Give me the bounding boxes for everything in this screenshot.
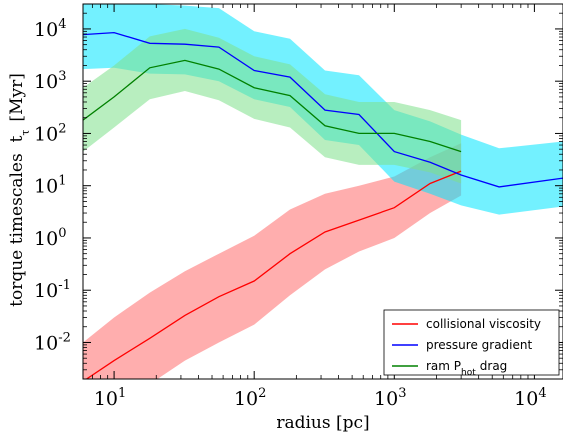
y-tick-label: 100	[34, 226, 66, 250]
y-tick-label: 10-2	[34, 330, 71, 354]
legend-label-name: ram P	[426, 359, 461, 373]
x-axis-ticks: 101 102 103 104	[82, 4, 547, 410]
y-tick-base: 10	[34, 71, 58, 93]
y-tick-label: 102	[34, 121, 66, 145]
line-collisional-viscosity	[85, 170, 462, 379]
x-tick-exponent: 3	[398, 386, 406, 401]
legend-label-name: pressure gradient	[426, 338, 532, 352]
x-tick-label: 104	[514, 386, 546, 410]
y-tick-base: 10	[34, 19, 58, 41]
y-axis-title-subscript: τ	[19, 130, 32, 136]
y-tick-base: 10	[34, 176, 58, 198]
y-tick-label: 101	[34, 174, 66, 198]
y-tick-label: 104	[34, 17, 66, 41]
y-tick-base: 10	[34, 280, 58, 302]
legend-label-suffix: drag	[480, 359, 508, 373]
x-tick-base: 10	[94, 388, 118, 410]
legend-label-name: collisional viscosity	[426, 317, 541, 331]
y-axis-title-unit: [Myr]	[7, 73, 27, 121]
x-tick-exponent: 2	[258, 386, 266, 401]
x-tick-base: 10	[234, 388, 258, 410]
y-tick-exponent: 3	[58, 69, 66, 84]
band-ram-p	[83, 28, 462, 184]
y-tick-exponent: -2	[58, 330, 71, 345]
x-tick-exponent: 4	[538, 386, 546, 401]
plot-frame	[82, 3, 563, 380]
y-tick-label: 10-1	[34, 278, 71, 302]
line-pressure-gradient	[83, 31, 563, 188]
x-tick-label: 102	[234, 386, 266, 410]
y-tick-exponent: 4	[58, 17, 66, 32]
legend-label-subscript: hot	[461, 368, 476, 378]
y-tick-base: 10	[34, 123, 58, 145]
x-tick-label: 101	[94, 386, 126, 410]
y-tick-exponent: 2	[58, 121, 66, 136]
x-tick-base: 10	[374, 388, 398, 410]
y-axis-title: torque timescales tτ [Myr]	[7, 73, 32, 307]
y-tick-base: 10	[34, 228, 58, 250]
y-axis-title-main: torque timescales t	[7, 135, 27, 306]
y-tick-exponent: 1	[58, 174, 66, 189]
y-tick-exponent: -1	[58, 278, 71, 293]
legend-label: collisional viscosity	[426, 317, 541, 331]
y-tick-label: 103	[34, 69, 66, 93]
x-axis-title: radius [pc]	[276, 413, 369, 433]
y-tick-exponent: 0	[58, 226, 66, 241]
x-tick-label: 103	[374, 386, 406, 410]
y-tick-base: 10	[34, 332, 58, 354]
legend: collisional viscosity pressure gradient ra…	[383, 309, 560, 378]
legend-label: ram Phot drag	[426, 359, 507, 378]
series-lines	[83, 31, 563, 379]
legend-frame	[383, 309, 560, 376]
x-tick-base: 10	[514, 388, 538, 410]
legend-label: pressure gradient	[426, 338, 532, 352]
line-ram-p	[83, 59, 462, 153]
x-tick-exponent: 1	[118, 386, 126, 401]
